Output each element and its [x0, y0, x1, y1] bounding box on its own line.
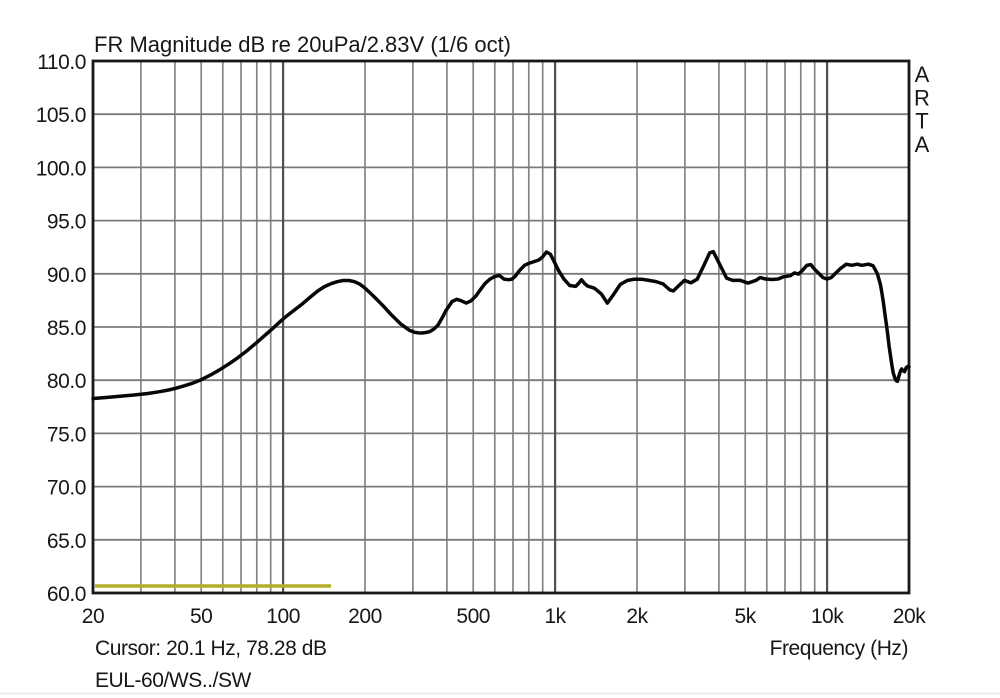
svg-text:Cursor: 20.1 Hz, 78.28 dB: Cursor: 20.1 Hz, 78.28 dB	[95, 637, 327, 660]
svg-text:A: A	[915, 132, 930, 157]
svg-text:FR Magnitude dB re 20uPa/2.83V: FR Magnitude dB re 20uPa/2.83V (1/6 oct)	[94, 32, 511, 57]
svg-text:Frequency (Hz): Frequency (Hz)	[770, 637, 908, 660]
svg-text:65.0: 65.0	[47, 530, 86, 553]
svg-text:500: 500	[456, 605, 490, 628]
svg-text:EUL-60/WS../SW: EUL-60/WS../SW	[95, 669, 252, 692]
svg-text:95.0: 95.0	[47, 211, 86, 234]
svg-text:70.0: 70.0	[47, 477, 86, 500]
svg-text:105.0: 105.0	[36, 104, 86, 127]
svg-text:10k: 10k	[811, 605, 844, 628]
svg-text:75.0: 75.0	[47, 423, 86, 446]
svg-text:T: T	[915, 109, 928, 134]
svg-text:110.0: 110.0	[37, 51, 86, 74]
svg-text:90.0: 90.0	[47, 264, 86, 287]
svg-text:20k: 20k	[893, 605, 926, 628]
svg-text:5k: 5k	[735, 605, 757, 628]
svg-text:A: A	[915, 62, 930, 87]
svg-text:60.0: 60.0	[47, 583, 86, 606]
svg-text:200: 200	[348, 605, 382, 628]
svg-text:80.0: 80.0	[47, 370, 86, 393]
svg-text:20: 20	[82, 605, 104, 628]
svg-text:100.0: 100.0	[36, 157, 86, 180]
svg-text:100: 100	[266, 605, 300, 628]
svg-text:1k: 1k	[544, 605, 566, 628]
svg-text:50: 50	[190, 605, 212, 628]
svg-text:2k: 2k	[626, 605, 648, 628]
svg-text:85.0: 85.0	[47, 317, 86, 340]
svg-text:R: R	[914, 85, 930, 110]
